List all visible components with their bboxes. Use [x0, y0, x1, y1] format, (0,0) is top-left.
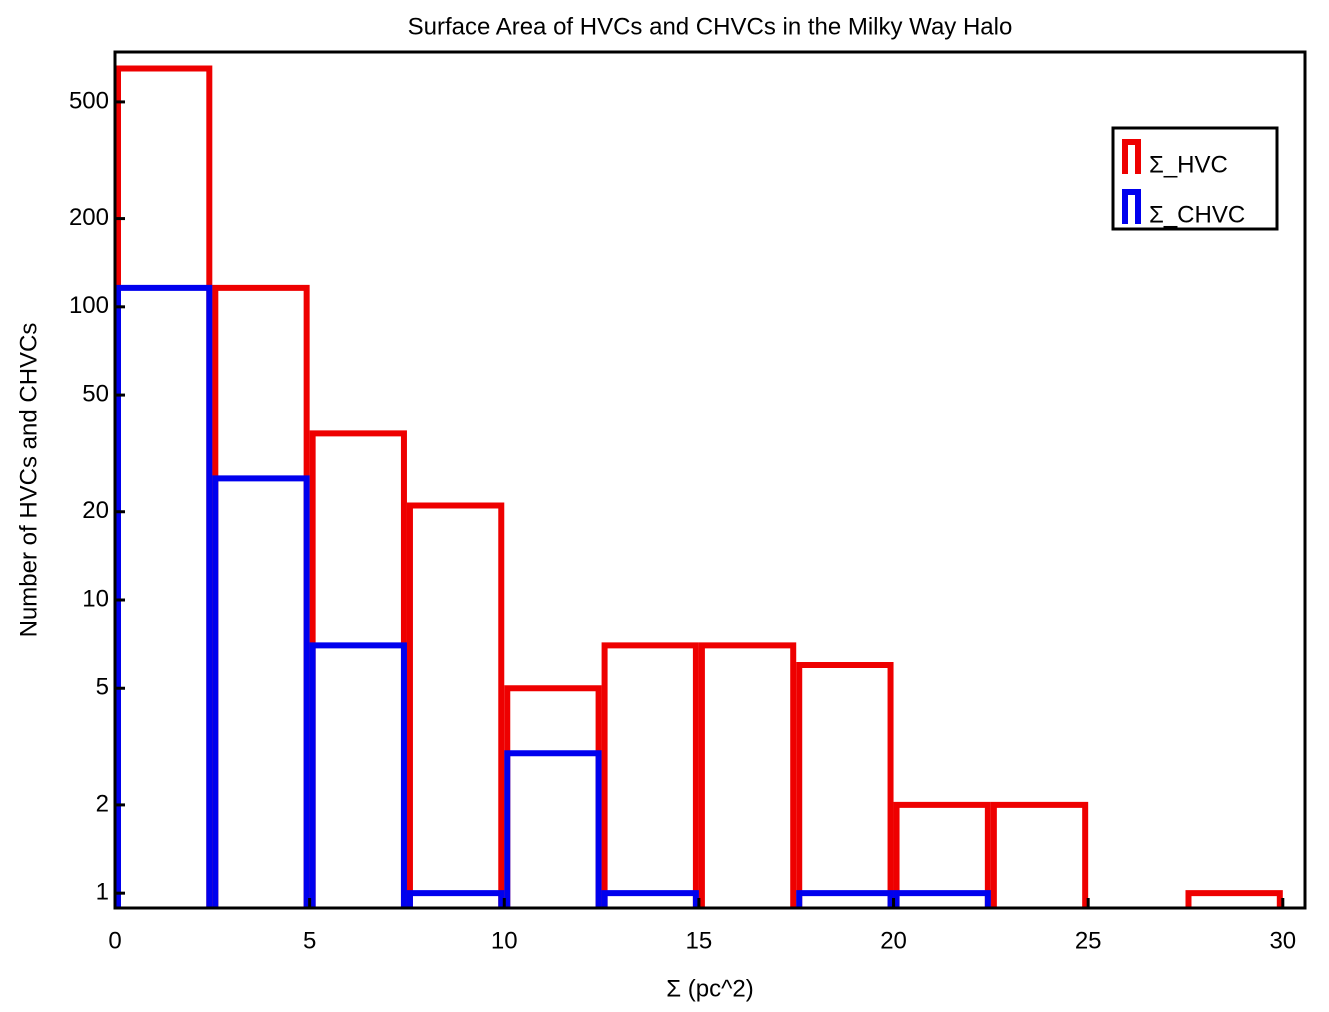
histogram-bar — [212, 284, 310, 908]
histogram-bar — [601, 890, 699, 908]
x-tick-label: 0 — [108, 927, 121, 954]
y-tick-label: 50 — [82, 380, 109, 407]
y-tick-label: 200 — [69, 204, 109, 231]
x-tick-label: 5 — [303, 927, 316, 954]
histogram-bar — [504, 685, 602, 908]
histogram-bar — [504, 750, 602, 908]
histogram-bar — [115, 65, 213, 908]
y-tick-label: 500 — [69, 87, 109, 114]
legend-label: Σ_CHVC — [1149, 201, 1245, 228]
histogram-bar — [309, 642, 407, 908]
histogram-bar — [406, 502, 505, 908]
legend-box — [1111, 126, 1279, 231]
y-tick-label: 5 — [96, 674, 109, 701]
legend: Σ_HVC Σ_CHVC — [1111, 126, 1279, 231]
histogram-bar — [893, 801, 991, 908]
chart-title: Surface Area of HVCs and CHVCs in the Mi… — [408, 13, 1013, 40]
histogram-bar — [796, 662, 894, 908]
x-tick-label: 10 — [491, 927, 518, 954]
x-tick-label: 25 — [1075, 927, 1102, 954]
histogram-bar — [212, 475, 310, 908]
histogram-bar — [115, 284, 213, 908]
histogram-bar — [893, 890, 991, 908]
histogram-bar — [698, 642, 797, 908]
histogram-bar — [406, 890, 505, 908]
legend-swatch — [1122, 139, 1141, 174]
y-axis-label: Number of HVCs and CHVCs — [15, 323, 42, 638]
histogram-bar — [601, 642, 699, 908]
y-tick-label: 1 — [96, 879, 109, 906]
histogram-bar — [990, 801, 1089, 908]
plot-frame — [113, 50, 1307, 910]
x-tick-label: 30 — [1269, 927, 1296, 954]
legend-swatch — [1122, 189, 1141, 224]
histogram-bar — [1185, 890, 1283, 908]
histogram-bar — [309, 430, 407, 908]
x-tick-label: 20 — [880, 927, 907, 954]
y-tick-label: 10 — [82, 585, 109, 612]
x-tick-label: 15 — [686, 927, 713, 954]
x-axis-label: Σ (pc^2) — [666, 975, 753, 1002]
legend-label: Σ_HVC — [1149, 151, 1228, 178]
y-tick-label: 2 — [96, 790, 109, 817]
y-tick-label: 20 — [82, 497, 109, 524]
y-tick-label: 100 — [69, 292, 109, 319]
histogram-bar — [796, 890, 894, 908]
